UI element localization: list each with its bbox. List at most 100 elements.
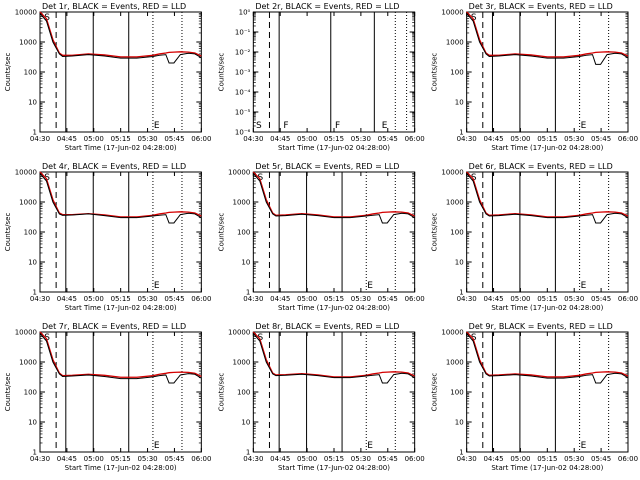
events-series-line — [252, 173, 415, 224]
marker-e: E — [154, 441, 160, 451]
x-tick-label: 05:00 — [84, 135, 104, 143]
y-tick-label: 100 — [237, 389, 250, 397]
plot-panel-5: Det 5r, BLACK = Events, RED = LLD 1 10 100 1… — [217, 162, 424, 312]
marker-e: E — [581, 281, 587, 291]
marker-s: S — [471, 13, 477, 23]
x-axis-label: Start Time (17-Jun-02 04:28:00) — [491, 304, 603, 312]
x-tick-label: 05:30 — [351, 455, 371, 463]
y-tick-label: 100 — [450, 69, 463, 77]
y-tick-label: 10 — [28, 259, 37, 267]
x-tick-label: 05:00 — [84, 455, 104, 463]
y-tick-label: 10⁻⁴ — [235, 89, 251, 97]
y-tick-label: 1000 — [19, 39, 37, 47]
plot-title: Det 2r, BLACK = Events, RED = LLD — [255, 2, 399, 11]
y-tick-label: 10⁻³ — [235, 69, 251, 77]
x-tick-label: 05:15 — [324, 295, 344, 303]
plot-title: Det 4r, BLACK = Events, RED = LLD — [42, 162, 186, 171]
y-tick-label: 1000 — [446, 39, 464, 47]
lld-series-line — [466, 171, 629, 218]
marker-e: E — [367, 441, 373, 451]
x-tick-label: 04:30 — [30, 135, 50, 143]
x-tick-label: 04:45 — [483, 455, 503, 463]
plot-panel-8: Det 8r, BLACK = Events, RED = LLD 1 10 100 1… — [217, 322, 424, 472]
y-tick-label: 1 — [459, 289, 463, 297]
x-tick-label: 04:45 — [483, 295, 503, 303]
x-tick-label: 05:30 — [351, 135, 371, 143]
y-tick-label: 1 — [459, 129, 463, 137]
x-tick-label: 05:00 — [297, 295, 317, 303]
y-tick-label: 1000 — [19, 359, 37, 367]
x-tick-label: 05:00 — [510, 135, 530, 143]
x-tick-label: 05:30 — [137, 455, 157, 463]
plot-panel-2: Det 2r, BLACK = Events, RED = LLD 10⁻⁶ 10⁻… — [217, 2, 424, 152]
x-tick-label: 05:30 — [351, 295, 371, 303]
plot-frame — [39, 171, 202, 293]
y-tick-label: 10⁻¹ — [235, 29, 251, 37]
marker-e: E — [154, 281, 160, 291]
x-axis-label: Start Time (17-Jun-02 04:28:00) — [491, 144, 603, 152]
x-tick-label: 06:00 — [618, 135, 638, 143]
plot-frame — [39, 11, 202, 133]
x-tick-label: 05:15 — [537, 455, 557, 463]
x-tick-label: 05:45 — [591, 455, 611, 463]
lld-series-line — [39, 331, 202, 378]
x-tick-label: 05:15 — [537, 135, 557, 143]
events-series-line — [39, 333, 202, 384]
x-tick-label: 04:30 — [243, 135, 263, 143]
x-tick-label: 05:00 — [297, 455, 317, 463]
lld-series-line — [466, 11, 629, 58]
y-axis-label: Counts/sec — [431, 373, 439, 412]
x-tick-label: 06:00 — [618, 295, 638, 303]
marker-s: S — [44, 13, 50, 23]
x-tick-label: 05:45 — [378, 455, 398, 463]
x-tick-label: 06:00 — [405, 135, 425, 143]
y-tick-label: 10 — [28, 419, 37, 427]
plot-panel-6: Det 6r, BLACK = Events, RED = LLD 1 10 100 1… — [431, 162, 638, 312]
y-tick-label: 10 — [241, 419, 250, 427]
y-tick-label: 10000 — [441, 329, 463, 337]
marker-e: E — [154, 121, 160, 131]
y-tick-label: 100 — [24, 389, 37, 397]
lld-series-line — [252, 171, 415, 218]
plot-frame — [252, 11, 416, 133]
x-tick-label: 05:30 — [564, 295, 584, 303]
events-series-line — [39, 13, 202, 64]
x-tick-label: 05:45 — [378, 295, 398, 303]
x-tick-label: 04:30 — [243, 295, 263, 303]
x-tick-label: 05:30 — [564, 135, 584, 143]
y-tick-label: 100 — [24, 69, 37, 77]
marker-f: F — [335, 121, 340, 131]
plot-title: Det 5r, BLACK = Events, RED = LLD — [255, 162, 399, 171]
y-tick-label: 100 — [450, 229, 463, 237]
plot-frame — [466, 11, 629, 133]
y-tick-label: 100 — [450, 389, 463, 397]
x-tick-label: 05:30 — [564, 455, 584, 463]
y-tick-label: 10000 — [228, 329, 250, 337]
y-tick-label: 10 — [28, 99, 37, 107]
marker-e: E — [382, 121, 388, 131]
x-tick-label: 05:15 — [324, 135, 344, 143]
y-tick-label: 10000 — [228, 169, 250, 177]
x-tick-label: 05:45 — [591, 295, 611, 303]
lld-series-line — [466, 331, 629, 378]
x-tick-label: 05:15 — [537, 295, 557, 303]
y-tick-label: 10000 — [441, 9, 463, 17]
y-tick-label: 1 — [33, 449, 37, 457]
x-tick-label: 04:45 — [57, 135, 77, 143]
x-tick-label: 06:00 — [618, 455, 638, 463]
plot-panel-7: Det 7r, BLACK = Events, RED = LLD 1 10 100 1… — [4, 322, 211, 472]
x-tick-label: 06:00 — [191, 295, 211, 303]
x-axis-label: Start Time (17-Jun-02 04:28:00) — [65, 464, 177, 472]
marker-e: E — [581, 441, 587, 451]
lld-series-line — [39, 171, 202, 218]
x-tick-label: 05:15 — [111, 455, 131, 463]
events-series-line — [39, 173, 202, 224]
x-tick-label: 04:30 — [457, 455, 477, 463]
marker-f: F — [283, 121, 288, 131]
plot-frame — [39, 331, 202, 453]
marker-s: S — [258, 333, 264, 343]
x-tick-label: 06:00 — [405, 455, 425, 463]
x-tick-label: 04:45 — [270, 135, 290, 143]
events-series-line — [252, 333, 415, 384]
marker-e: E — [367, 281, 373, 291]
